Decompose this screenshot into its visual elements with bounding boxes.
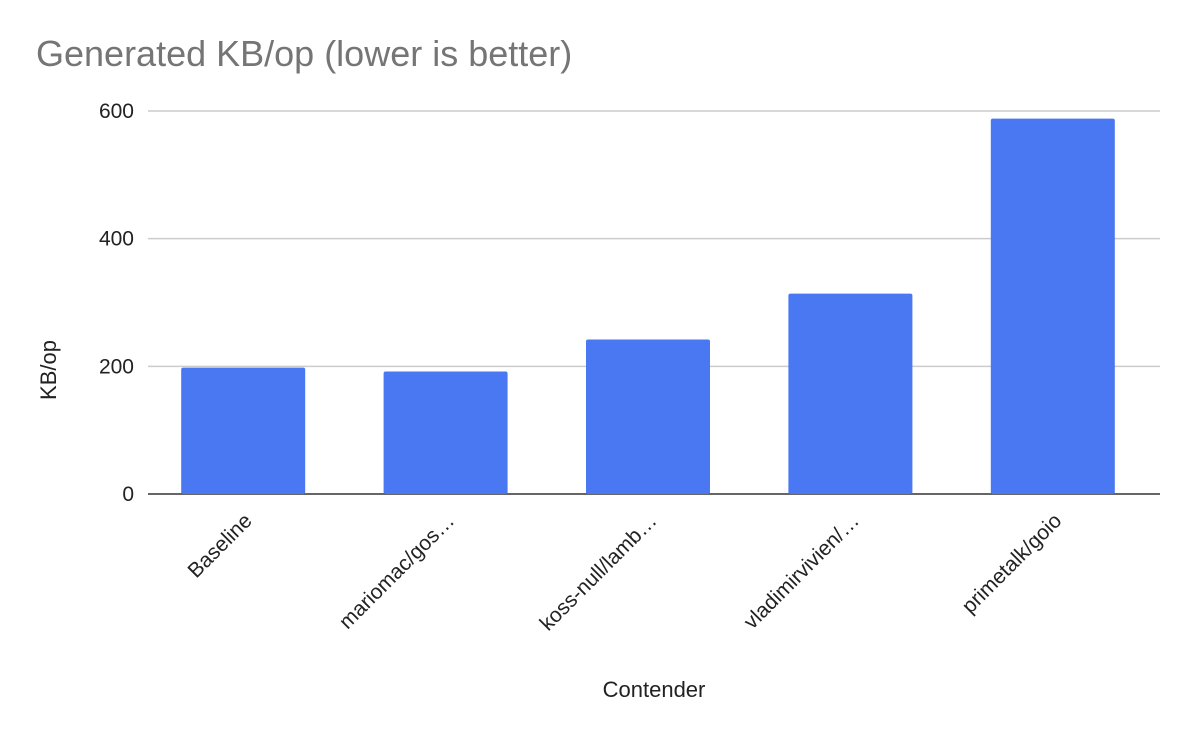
- x-axis-ticks: Baseline mariomac/gos… koss-null/lamb… vlad…: [184, 509, 1067, 635]
- x-tick-label: Baseline: [184, 509, 257, 582]
- bar: [990, 118, 1115, 494]
- y-tick-label: 0: [122, 483, 134, 506]
- y-tick-label: 200: [99, 355, 134, 378]
- bar: [383, 371, 508, 494]
- x-tick-label: mariomac/gos…: [335, 509, 459, 633]
- y-axis-title: KB/op: [36, 340, 61, 400]
- bar: [181, 367, 306, 494]
- x-tick-label: vladimirvivien/…: [740, 509, 864, 633]
- chart-title: Generated KB/op (lower is better): [36, 33, 572, 74]
- y-tick-label: 600: [99, 100, 134, 123]
- y-tick-label: 400: [99, 228, 134, 251]
- x-tick-label: koss-null/lamb…: [536, 509, 662, 635]
- bar: [788, 293, 913, 494]
- x-tick-label: primetalk/goio: [958, 509, 1067, 618]
- y-axis-ticks: 0 200 400 600: [99, 100, 134, 506]
- bar: [586, 339, 710, 494]
- x-axis-title: Contender: [603, 677, 706, 702]
- bars: [181, 118, 1115, 494]
